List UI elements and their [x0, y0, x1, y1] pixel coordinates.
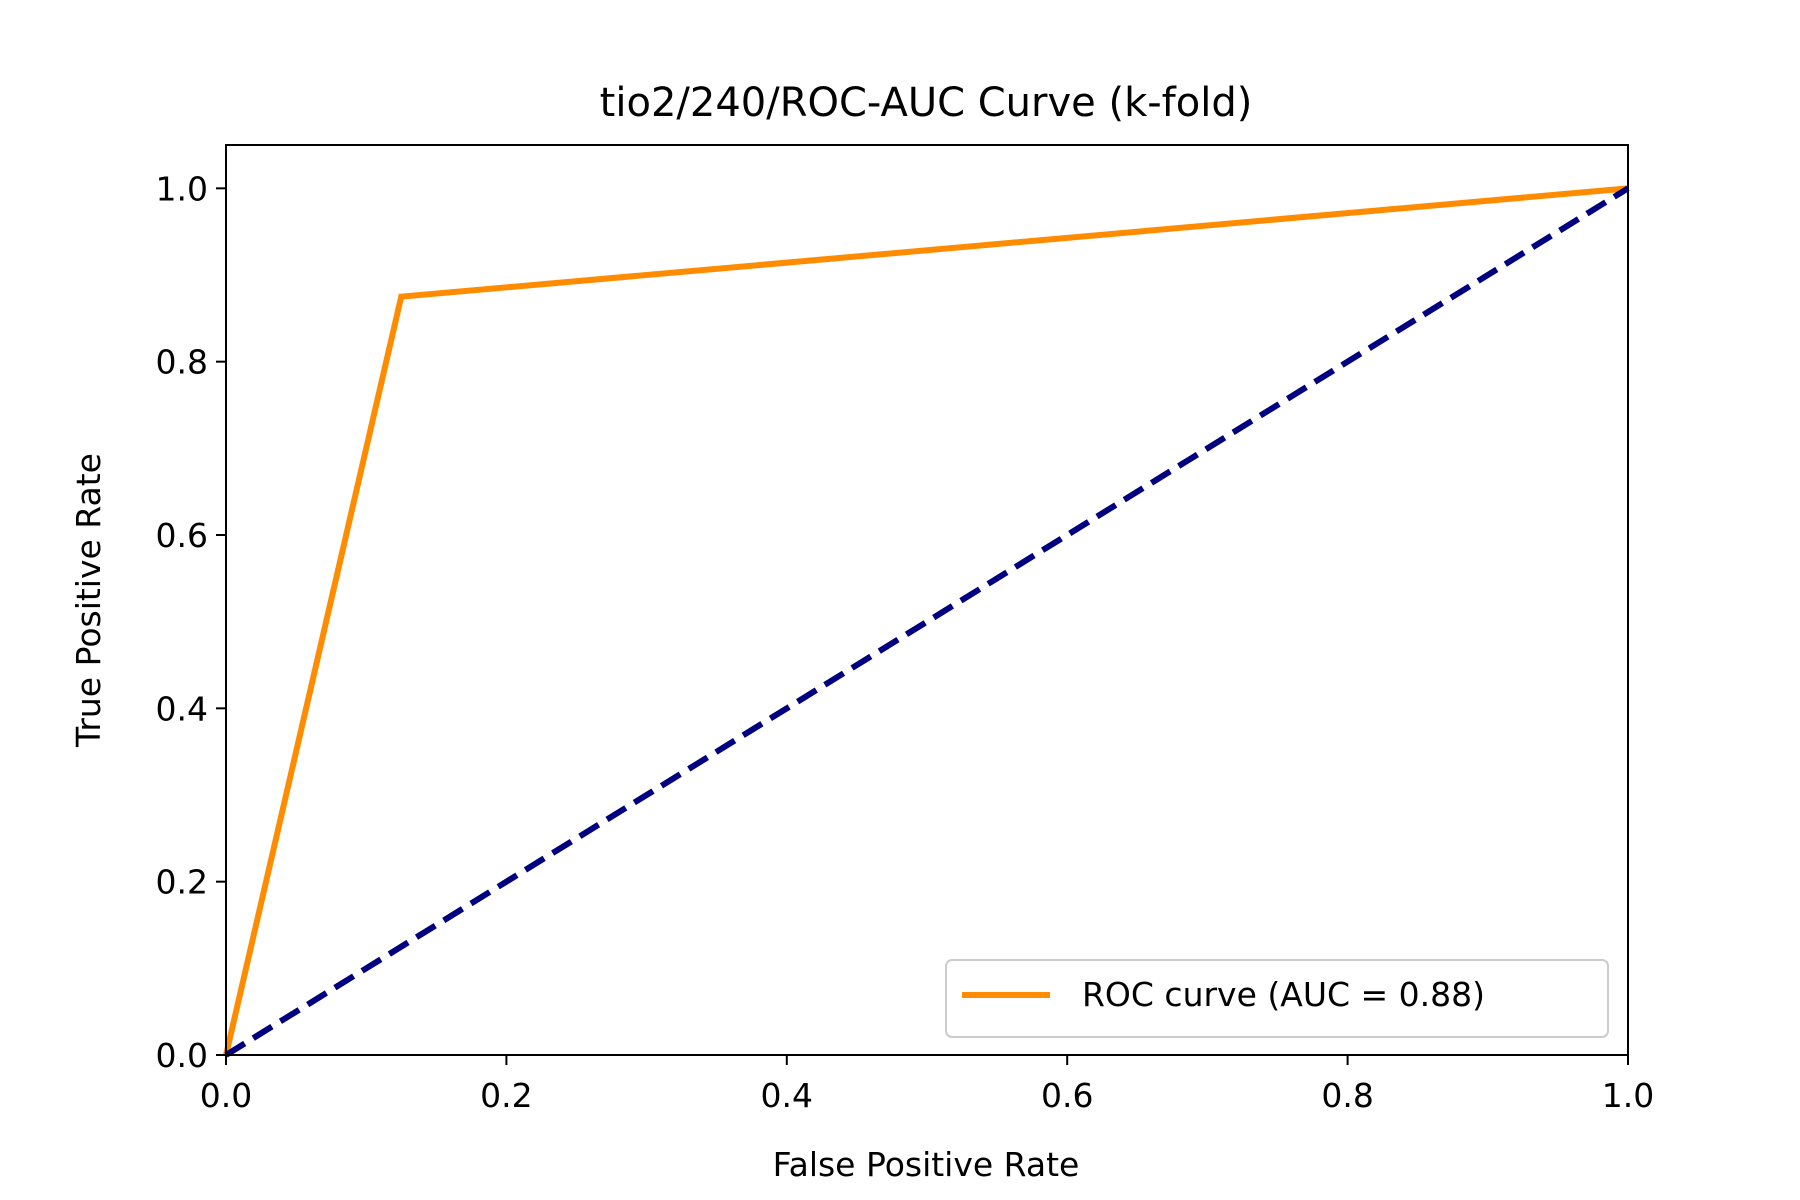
x-tick-label: 0.8 — [1321, 1076, 1373, 1115]
chart-title: tio2/240/ROC-AUC Curve (k-fold) — [600, 80, 1253, 126]
x-axis-ticks: 0.0 0.2 0.4 0.6 0.8 1.0 — [200, 1055, 1654, 1115]
x-tick-label: 0.6 — [1041, 1076, 1093, 1115]
plot-area — [223, 144, 1630, 1058]
x-tick-label: 0.2 — [480, 1076, 532, 1115]
y-tick-label: 0.2 — [156, 863, 208, 902]
x-tick-label: 0.0 — [200, 1076, 252, 1115]
series-layer — [223, 185, 1630, 1058]
x-axis-label: False Positive Rate — [773, 1145, 1080, 1184]
y-tick-label: 0.6 — [156, 516, 208, 555]
roc-curve-line — [223, 185, 1629, 1056]
y-axis-ticks: 0.0 0.2 0.4 0.6 0.8 1.0 — [156, 169, 226, 1075]
y-tick-label: 0.8 — [156, 343, 208, 382]
x-tick-label: 0.4 — [761, 1076, 813, 1115]
legend-label: ROC curve (AUC = 0.88) — [1082, 975, 1485, 1014]
legend: ROC curve (AUC = 0.88) — [945, 959, 1609, 1038]
chance-diagonal-line — [224, 185, 1630, 1058]
x-tick-label: 1.0 — [1602, 1076, 1654, 1115]
y-tick-label: 0.4 — [156, 689, 208, 728]
plot-frame — [225, 144, 1629, 1056]
y-tick-label: 1.0 — [156, 169, 208, 208]
legend-box — [945, 959, 1609, 1038]
y-axis-label: True Positive Rate — [69, 453, 108, 748]
y-tick-label: 0.0 — [156, 1036, 208, 1075]
